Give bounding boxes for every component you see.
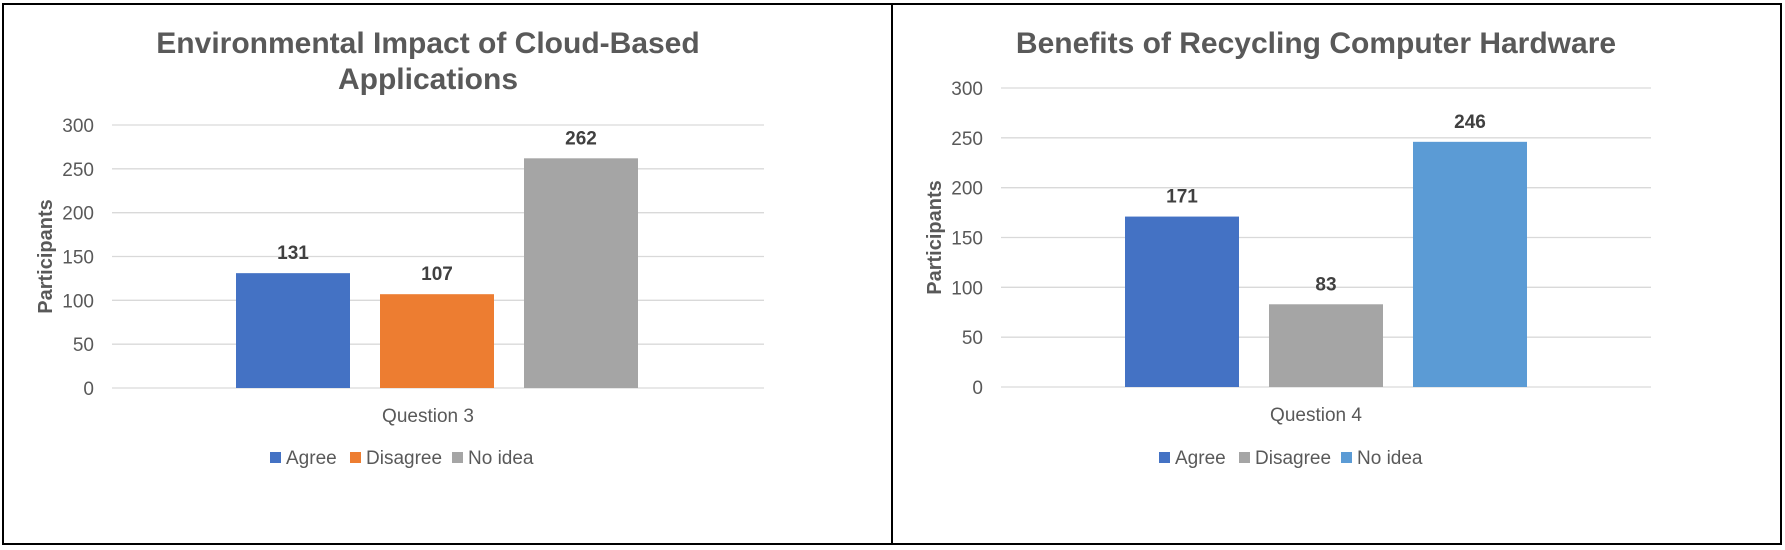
legend-swatch <box>270 452 281 463</box>
legend-label: Disagree <box>1255 448 1331 469</box>
legend-label: Agree <box>1175 448 1226 469</box>
y-tick-label: 300 <box>951 79 983 100</box>
legend-swatch <box>1341 452 1352 463</box>
y-tick-label: 0 <box>972 378 983 399</box>
y-tick-label: 250 <box>951 129 983 150</box>
y-tick-label: 100 <box>62 291 94 312</box>
data-label: 246 <box>1454 112 1486 133</box>
legend-swatch <box>1239 452 1250 463</box>
chart-title-line: Applications <box>338 63 518 96</box>
y-axis-label: Participants <box>35 199 57 313</box>
y-tick-label: 150 <box>951 229 983 250</box>
bar-disagree <box>1269 304 1383 387</box>
chart-title-line: Benefits of Recycling Computer Hardware <box>1016 27 1616 60</box>
y-tick-label: 150 <box>62 248 94 269</box>
legend-label: No idea <box>1357 448 1423 469</box>
legend-label: No idea <box>468 448 534 469</box>
category-label: Question 4 <box>1270 405 1362 426</box>
chart-2-svg: Benefits of Recycling Computer Hardware 0… <box>924 27 1651 469</box>
y-axis-label: Participants <box>924 180 946 294</box>
legend-label: Disagree <box>366 448 442 469</box>
bar-no-idea <box>524 158 638 388</box>
y-tick-label: 50 <box>73 335 94 356</box>
chart-panel-1: Environmental Impact of Cloud-Based Appli… <box>2 3 893 545</box>
y-tick-label: 250 <box>62 160 94 181</box>
chart-1-svg: Environmental Impact of Cloud-BasedAppli… <box>35 27 764 469</box>
bar-no-idea <box>1413 141 1527 387</box>
chart-panel-2: Benefits of Recycling Computer Hardware 0… <box>891 3 1782 545</box>
y-tick-label: 300 <box>62 116 94 137</box>
y-tick-label: 200 <box>62 204 94 225</box>
data-label: 131 <box>277 243 309 264</box>
legend-swatch <box>350 452 361 463</box>
category-label: Question 3 <box>382 406 474 427</box>
bar-disagree <box>380 294 494 388</box>
y-tick-label: 0 <box>83 379 94 400</box>
data-label: 83 <box>1315 274 1336 295</box>
data-label: 107 <box>421 264 453 285</box>
legend-label: Agree <box>286 448 337 469</box>
data-label: 262 <box>565 128 597 149</box>
y-tick-label: 50 <box>962 328 983 349</box>
data-label: 171 <box>1166 187 1198 208</box>
y-tick-label: 100 <box>951 278 983 299</box>
chart-title-line: Environmental Impact of Cloud-Based <box>156 27 699 60</box>
bar-agree <box>1125 216 1239 387</box>
legend-swatch <box>452 452 463 463</box>
bar-agree <box>236 273 350 388</box>
legend-swatch <box>1159 452 1170 463</box>
y-tick-label: 200 <box>951 179 983 200</box>
